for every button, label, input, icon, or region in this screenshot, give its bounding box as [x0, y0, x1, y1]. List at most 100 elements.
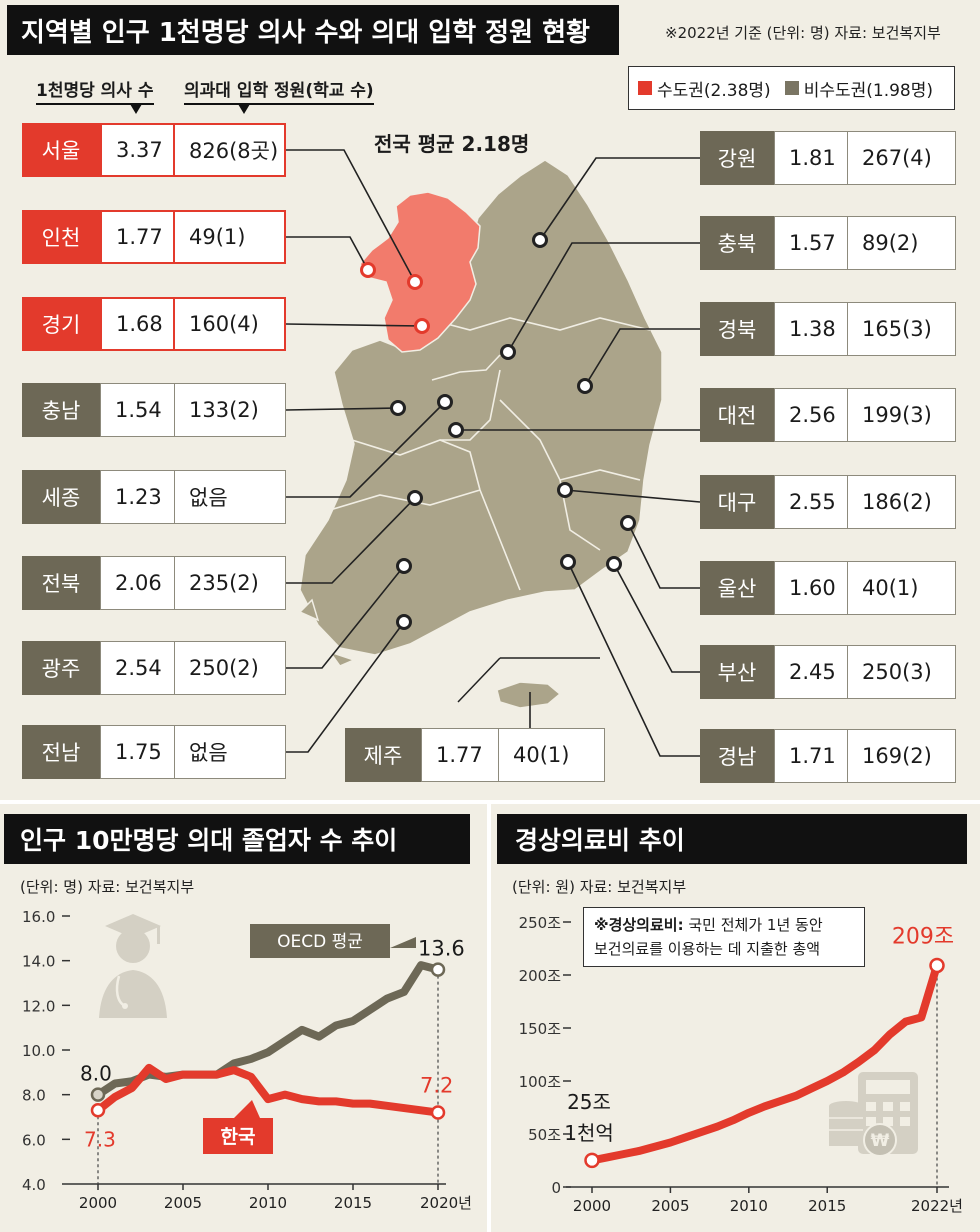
y-tick-label: 10.0 [22, 1042, 55, 1060]
map-legend: 수도권(2.38명) 비수도권(1.98명) [628, 66, 955, 110]
region-quota: 40(1) [848, 561, 956, 615]
map-note: ※2022년 기준 (단위: 명) 자료: 보건복지부 [665, 24, 941, 42]
y-tick-label: 6.0 [22, 1131, 46, 1149]
y-tick-label: 4.0 [22, 1176, 46, 1194]
region-row-jeonbuk: 전북 2.06 235(2) [22, 556, 286, 610]
region-name: 부산 [700, 645, 774, 699]
definition-box: ※경상의료비: 국민 전체가 1년 동안 보건의료를 이용하는 데 지출한 총액 [583, 907, 865, 967]
region-doctors: 1.71 [774, 729, 848, 783]
region-name: 강원 [700, 131, 774, 185]
marker-daegu [557, 482, 573, 498]
region-name: 광주 [22, 641, 100, 695]
section-divider-vertical [487, 804, 491, 1232]
region-doctors: 1.57 [774, 216, 848, 270]
region-doctors: 1.54 [100, 383, 175, 437]
korea-callout-box [203, 1118, 273, 1154]
definition-text-2: 보건의료를 이용하는 데 지출한 총액 [594, 940, 821, 958]
mainland-shape [299, 159, 663, 656]
chart2-title-text: 경상의료비 추이 [515, 826, 685, 855]
region-row-jeonnam: 전남 1.75 없음 [22, 725, 286, 779]
region-doctors: 1.38 [774, 302, 848, 356]
region-row-busan: 부산 2.45 250(3) [700, 645, 956, 699]
expense-start-label-2: 1천억 [564, 1121, 614, 1145]
leader-lines [285, 149, 701, 757]
arrow-down-icon [130, 104, 142, 114]
y-tick-label: 8.0 [22, 1087, 46, 1105]
x-tick-label: 2000 [573, 1197, 611, 1215]
x-tick-label: 2000 [79, 1194, 117, 1212]
legend-noncapital-label: 비수도권(1.98명) [803, 80, 934, 101]
doctor-icon [99, 914, 167, 1018]
legend-capital-label: 수도권(2.38명) [657, 80, 771, 101]
region-name: 울산 [700, 561, 774, 615]
region-doctors: 1.81 [774, 131, 848, 185]
x-tick-label: 2020년 [420, 1194, 472, 1212]
region-name: 충남 [22, 383, 100, 437]
expense-end-label: 209조 [892, 924, 954, 949]
national-average: 전국 평균 2.18명 [374, 132, 530, 156]
y-tick-label: 200조 [519, 967, 562, 985]
region-name: 경남 [700, 729, 774, 783]
region-doctors: 1.77 [421, 728, 499, 782]
chart1-unit-note: (단위: 명) 자료: 보건복지부 [20, 878, 195, 896]
marker-gangwon [532, 232, 548, 248]
region-quota: 250(2) [175, 641, 286, 695]
region-row-gwangju: 광주 2.54 250(2) [22, 641, 286, 695]
region-quota: 199(3) [848, 388, 956, 442]
region-quota: 160(4) [175, 297, 286, 351]
region-doctors: 1.77 [100, 210, 175, 264]
region-doctors: 2.54 [100, 641, 175, 695]
capital-region-shape [359, 191, 481, 353]
region-quota: 250(3) [848, 645, 956, 699]
legend-swatch-capital [638, 81, 652, 95]
region-row-seoul: 서울 3.37 826(8곳) [22, 123, 286, 177]
korea-end-label: 7.2 [420, 1074, 453, 1098]
chart1-title-text: 인구 10만명당 의대 졸업자 수 추이 [20, 826, 398, 855]
marker-ulsan [620, 515, 636, 531]
y-tick-label: 100조 [519, 1073, 562, 1091]
region-name: 서울 [22, 123, 100, 177]
calculator-coins-icon: ₩ [829, 1072, 918, 1157]
sea-border-lines [457, 657, 600, 703]
arrow-down-icon [238, 104, 250, 114]
korea-start-label: 7.3 [84, 1127, 116, 1151]
region-doctors: 2.55 [774, 475, 848, 529]
graduates-line-chart: 16.0 14.0 12.0 10.0 8.0 6.0 4.0 2000 2005 2010 201… [22, 908, 472, 1212]
chart2-unit-note: (단위: 원) 자료: 보건복지부 [512, 878, 687, 896]
region-row-chungbuk: 충북 1.57 89(2) [700, 216, 956, 270]
marker-jeonnam [396, 614, 412, 630]
region-row-chungnam: 충남 1.54 133(2) [22, 383, 286, 437]
marker-gyeongbuk [577, 378, 593, 394]
x-tick-label: 2015 [808, 1197, 846, 1215]
region-doctors: 2.56 [774, 388, 848, 442]
x-tick-label: 2010 [730, 1197, 768, 1215]
definition-label: ※경상의료비: [594, 916, 684, 934]
y-tick-label: 14.0 [22, 953, 55, 971]
marker-busan [606, 556, 622, 572]
region-quota: 49(1) [175, 210, 286, 264]
region-doctors: 2.45 [774, 645, 848, 699]
marker-gyeonggi [414, 318, 430, 334]
region-name: 전남 [22, 725, 100, 779]
region-quota: 826(8곳) [175, 123, 286, 177]
region-name: 경기 [22, 297, 100, 351]
marker-daejeon [448, 422, 464, 438]
series-line-expense [591, 964, 941, 1165]
oecd-callout-box [250, 924, 390, 958]
region-quota: 235(2) [175, 556, 286, 610]
x-tick-label: 2010 [249, 1194, 287, 1212]
region-quota: 186(2) [848, 475, 956, 529]
region-quota: 40(1) [499, 728, 605, 782]
chart2-title: 경상의료비 추이 [497, 814, 967, 864]
marker-chungnam [390, 400, 406, 416]
col-header-doctors: 1천명당 의사 수 [36, 76, 154, 105]
region-doctors: 1.60 [774, 561, 848, 615]
marker-incheon [360, 262, 376, 278]
region-quota: 169(2) [848, 729, 956, 783]
korea-map [285, 149, 701, 757]
region-name: 대구 [700, 475, 774, 529]
x-tick-label: 2022년 [911, 1197, 963, 1215]
region-row-ulsan: 울산 1.60 40(1) [700, 561, 956, 615]
y-tick-label: 12.0 [22, 997, 55, 1015]
x-tick-label: 2005 [164, 1194, 202, 1212]
